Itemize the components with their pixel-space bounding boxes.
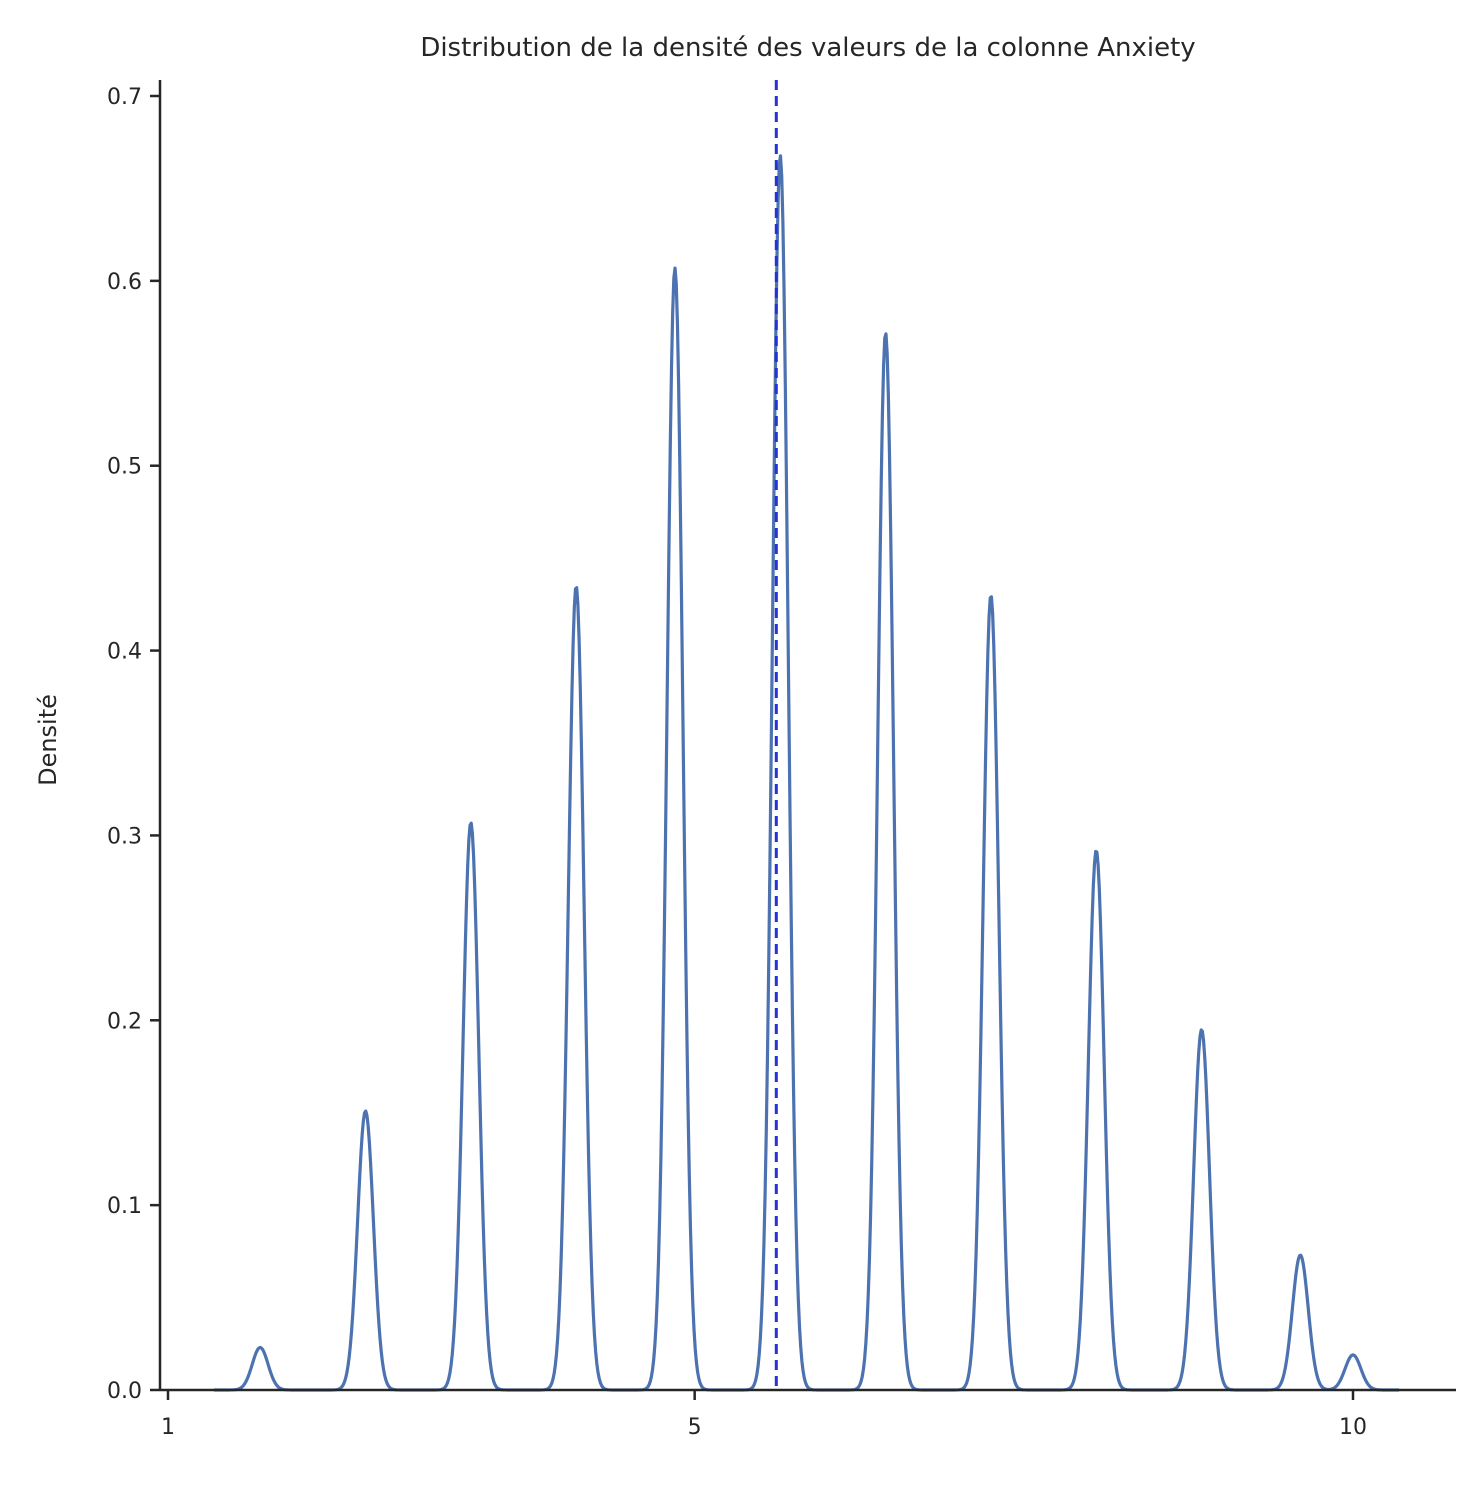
chart-title: Distribution de la densité des valeurs d… bbox=[420, 33, 1195, 63]
y-tick-label: 0.0 bbox=[107, 1379, 142, 1404]
x-tick-label: 1 bbox=[161, 1415, 175, 1440]
density-curve bbox=[213, 154, 1400, 1392]
y-tick-label: 0.7 bbox=[107, 85, 142, 110]
y-axis-label: Densité bbox=[34, 694, 62, 786]
y-tick-label: 0.6 bbox=[107, 270, 142, 295]
y-axis-ticks: 0.0 0.1 0.2 0.3 0.4 0.5 0.6 0.7 bbox=[107, 85, 160, 1404]
y-tick-label: 0.5 bbox=[107, 455, 142, 480]
x-tick-label: 5 bbox=[688, 1415, 702, 1440]
y-tick-label: 0.2 bbox=[107, 1009, 142, 1034]
y-tick-label: 0.1 bbox=[107, 1194, 142, 1219]
y-tick-label: 0.4 bbox=[107, 640, 142, 665]
x-tick-label: 10 bbox=[1339, 1415, 1367, 1440]
y-tick-label: 0.3 bbox=[107, 824, 142, 849]
x-axis-ticks: 1 5 10 bbox=[161, 1390, 1367, 1440]
